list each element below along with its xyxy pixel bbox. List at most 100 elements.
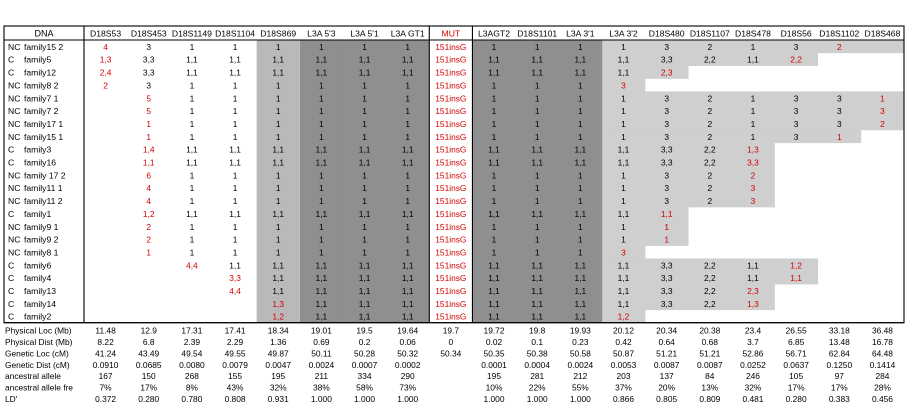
stat-value: 41.24: [95, 348, 116, 358]
genotype-cell: 1: [751, 42, 756, 52]
genotype-cell: 2,2: [790, 55, 802, 65]
stat-value: 246: [746, 371, 760, 381]
genotype-cell: 1: [233, 183, 238, 193]
row-status: NC: [8, 222, 20, 232]
genotype-cell: 1: [146, 119, 151, 129]
genotype-cell: 1,1: [316, 312, 328, 322]
genotype-cell: 3: [837, 119, 842, 129]
stat-value: 1.000: [570, 394, 591, 404]
genotype-cell: 1: [190, 235, 195, 245]
genotype-cell: 1: [190, 222, 195, 232]
genotype-cell: 1: [492, 222, 497, 232]
genotype-cell: 1: [319, 235, 324, 245]
genotype-cell: 4: [103, 42, 108, 52]
genotype-cell: 1,1: [488, 209, 500, 219]
stat-value: 0.0087: [654, 360, 680, 370]
genotype-cell: 1: [578, 132, 583, 142]
row-family: family5: [24, 55, 51, 65]
genotype-cell: 4: [146, 183, 151, 193]
stat-value: 43.49: [138, 348, 159, 358]
genotype-cell: 1,1: [402, 158, 414, 168]
stat-label: Genetic Dist (cM): [5, 360, 70, 370]
shade-cell: [688, 104, 732, 118]
genotype-cell: 3: [664, 42, 669, 52]
genotype-cell: 1: [233, 119, 238, 129]
genotype-cell: 151insG: [435, 132, 466, 142]
genotype-cell: 1: [535, 119, 540, 129]
genotype-cell: 1: [621, 42, 626, 52]
genotype-cell: 1,1: [402, 145, 414, 155]
genotype-cell: 1: [492, 247, 497, 257]
genotype-cell: 1,1: [272, 209, 284, 219]
genotype-cell: 2: [707, 196, 712, 206]
stat-value: 62.84: [829, 348, 850, 358]
stat-label: LD': [5, 394, 18, 404]
genotype-cell: 1,1: [531, 209, 543, 219]
genotype-cell: 1,3: [747, 299, 759, 309]
stat-value: 50.38: [527, 348, 548, 358]
stat-value: 49.55: [225, 348, 246, 358]
genotype-cell: 1: [621, 235, 626, 245]
row-status: C: [8, 260, 14, 270]
marker-header: D18S56: [781, 29, 812, 39]
genotype-cell: 151insG: [435, 273, 466, 283]
genotype-cell: 1: [405, 170, 410, 180]
genotype-cell: 1: [362, 183, 367, 193]
core-band: [386, 40, 430, 323]
genotype-cell: 1,1: [229, 209, 241, 219]
genotype-cell: 1,1: [531, 55, 543, 65]
genotype-cell: 2: [837, 42, 842, 52]
genotype-cell: 1,1: [316, 158, 328, 168]
shade-cell: [688, 91, 732, 105]
genotype-cell: 1: [405, 247, 410, 257]
genotype-cell: 151insG: [435, 55, 466, 65]
marker-header: D18S453: [131, 29, 167, 39]
shade-cell: [731, 155, 775, 169]
genotype-cell: 1: [751, 93, 756, 103]
shade-cell: [817, 91, 862, 105]
genotype-cell: 1: [578, 170, 583, 180]
genotype-cell: 1,2: [618, 312, 630, 322]
genotype-cell: 1: [535, 196, 540, 206]
row-family: family1: [24, 209, 51, 219]
shade-cell: [817, 117, 862, 131]
shade-cell: [688, 129, 732, 144]
row-family: family3: [24, 145, 51, 155]
genotype-cell: 3,3: [661, 299, 673, 309]
shade-cell: [645, 104, 689, 118]
genotype-cell: 1,1: [488, 145, 500, 155]
stat-value: 19.01: [311, 326, 332, 336]
genotype-cell: 2,2: [704, 299, 716, 309]
genotype-cell: 2,2: [704, 260, 716, 270]
genotype-cell: 1,1: [402, 260, 414, 270]
genotype-cell: 1,1: [618, 145, 630, 155]
shade-cell: [860, 40, 905, 54]
genotype-cell: 1,1: [359, 260, 371, 270]
stat-value: 17%: [831, 383, 848, 393]
genotype-cell: 3: [664, 119, 669, 129]
genotype-cell: 151insG: [435, 68, 466, 78]
genotype-cell: 3: [621, 247, 626, 257]
shade-cell: [774, 117, 819, 131]
genotype-cell: 1: [535, 80, 540, 90]
shade-cell: [731, 40, 775, 54]
genotype-cell: 3,3: [143, 55, 155, 65]
stat-value: 0.931: [268, 394, 289, 404]
genotype-cell: 1,4: [143, 145, 155, 155]
stat-value: 0.0047: [265, 360, 291, 370]
shade-cell: [601, 117, 646, 131]
row-family: family11 2: [24, 196, 63, 206]
genotype-cell: 1: [190, 247, 195, 257]
stat-value: 0.68: [702, 337, 719, 347]
marker-header: D18S480: [649, 29, 685, 39]
genotype-cell: 1,1: [575, 145, 587, 155]
stat-value: 0.1414: [870, 360, 896, 370]
genotype-cell: 1,1: [488, 312, 500, 322]
genotype-cell: 3: [664, 183, 669, 193]
genotype-cell: 2: [880, 119, 885, 129]
genotype-cell: 1,1: [272, 273, 284, 283]
genotype-cell: 1: [578, 42, 583, 52]
genotype-cell: 1: [190, 170, 195, 180]
genotype-cell: 1: [319, 170, 324, 180]
genotype-cell: 1: [837, 132, 842, 142]
